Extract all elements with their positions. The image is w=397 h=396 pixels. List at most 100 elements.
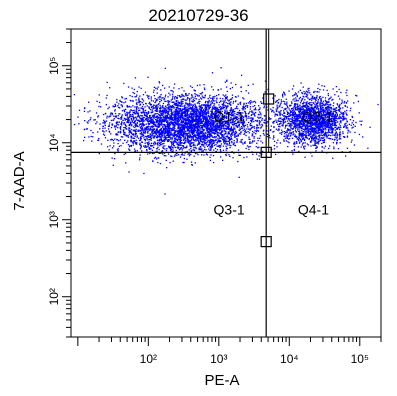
event-dot: [301, 111, 303, 113]
event-dot: [345, 117, 347, 119]
event-dot: [167, 100, 169, 102]
event-dot: [184, 147, 186, 149]
event-dot: [183, 105, 185, 107]
event-dot: [164, 87, 166, 89]
event-dot: [214, 114, 216, 116]
event-dot: [128, 171, 130, 173]
event-dot: [343, 118, 345, 121]
event-dot: [336, 137, 338, 139]
event-dot: [159, 133, 161, 135]
event-dot: [183, 133, 185, 135]
event-dot: [203, 141, 206, 143]
event-dot: [84, 120, 86, 122]
event-dot: [301, 127, 303, 130]
event-dot: [167, 136, 169, 139]
event-dot: [238, 111, 240, 114]
event-dot: [158, 96, 161, 98]
event-dot: [164, 100, 166, 103]
event-dot: [293, 148, 295, 151]
event-dot: [340, 112, 342, 114]
event-dot: [217, 89, 219, 91]
event-dot: [159, 96, 161, 98]
event-dot: [218, 106, 220, 108]
event-dot: [129, 123, 131, 125]
event-dot: [147, 143, 149, 145]
event-dot: [169, 127, 172, 129]
event-dot: [161, 150, 164, 152]
event-dot: [203, 114, 205, 116]
event-dot: [173, 113, 175, 116]
event-dot: [212, 99, 214, 101]
event-dot: [144, 135, 146, 137]
event-dot: [225, 154, 227, 157]
event-dot: [169, 94, 171, 96]
event-dot: [274, 115, 276, 117]
event-dot: [158, 113, 160, 115]
event-dot: [248, 148, 250, 151]
event-dot: [315, 121, 317, 124]
event-dot: [243, 106, 245, 108]
event-dot: [168, 106, 170, 108]
event-dot: [182, 125, 185, 128]
event-dot: [184, 110, 186, 112]
event-dot: [153, 144, 155, 146]
event-dot: [162, 84, 164, 87]
event-dot: [174, 115, 176, 117]
event-dot: [208, 96, 211, 98]
event-dot: [294, 116, 296, 118]
event-dot: [214, 147, 217, 150]
event-dot: [113, 106, 116, 108]
event-dot: [195, 98, 197, 100]
event-dot: [154, 132, 156, 135]
event-dot: [199, 127, 201, 129]
event-dot: [155, 106, 157, 109]
event-dot: [160, 128, 162, 130]
event-dot: [190, 114, 192, 116]
event-dot: [202, 114, 204, 116]
event-dot: [227, 132, 230, 134]
event-dot: [194, 97, 196, 99]
event-dot: [222, 114, 224, 116]
event-dot: [219, 97, 221, 100]
event-dot: [143, 124, 146, 126]
event-dot: [196, 114, 198, 116]
event-dot: [197, 131, 199, 133]
event-dot: [216, 142, 218, 144]
event-dot: [212, 96, 214, 98]
event-dot: [313, 140, 315, 142]
event-dot: [172, 150, 174, 152]
event-dot: [308, 137, 310, 140]
event-dot: [121, 115, 123, 117]
event-dot: [201, 140, 203, 143]
event-dot: [104, 121, 106, 123]
event-dot: [335, 86, 337, 88]
event-dot: [85, 128, 88, 130]
event-dot: [162, 102, 165, 105]
event-dot: [103, 119, 105, 121]
event-dot: [149, 121, 152, 124]
event-dot: [316, 95, 318, 97]
event-dot: [220, 124, 222, 126]
event-dot: [255, 111, 257, 114]
event-dot: [222, 149, 225, 151]
event-dot: [205, 106, 207, 108]
event-dot: [191, 125, 193, 127]
event-dot: [201, 126, 203, 128]
event-dot: [231, 118, 234, 120]
event-dot: [115, 125, 118, 127]
event-dot: [213, 113, 216, 115]
event-dot: [178, 132, 181, 134]
event-dot: [180, 113, 182, 115]
event-dot: [211, 109, 213, 111]
event-dot: [301, 135, 303, 137]
event-dot: [192, 100, 194, 102]
event-dot: [229, 128, 231, 131]
event-dot: [130, 132, 133, 134]
event-dot: [211, 113, 213, 115]
event-dot: [211, 123, 213, 125]
event-dot: [294, 105, 296, 107]
event-dot: [129, 110, 131, 112]
event-dot: [209, 117, 211, 119]
event-dot: [181, 114, 184, 116]
event-dot: [125, 108, 127, 110]
